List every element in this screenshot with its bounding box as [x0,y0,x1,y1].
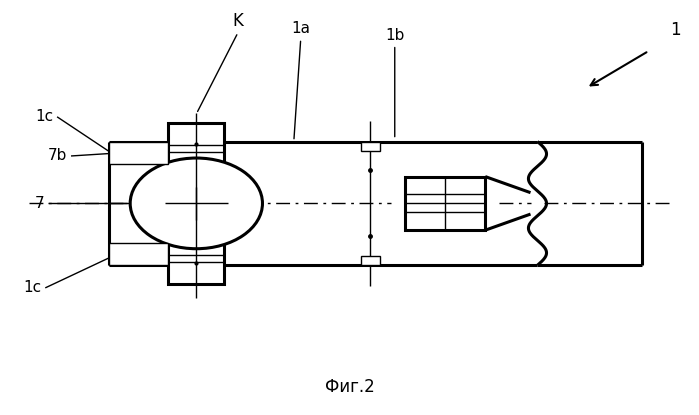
Text: 1c: 1c [24,281,42,295]
Text: 1: 1 [670,21,680,39]
Text: 1a: 1a [291,22,310,37]
Bar [109,242,168,265]
Text: 1b: 1b [385,28,405,43]
Bar [405,177,485,230]
Bar [361,142,380,151]
Bar [361,256,380,265]
Text: 7b: 7b [48,149,68,164]
Text: 7: 7 [35,196,45,211]
Bar [109,142,168,164]
Bar [168,123,224,284]
Ellipse shape [130,158,262,249]
Text: 1c: 1c [36,109,54,124]
Text: Фиг.2: Фиг.2 [324,378,375,396]
Text: K: K [233,12,243,30]
